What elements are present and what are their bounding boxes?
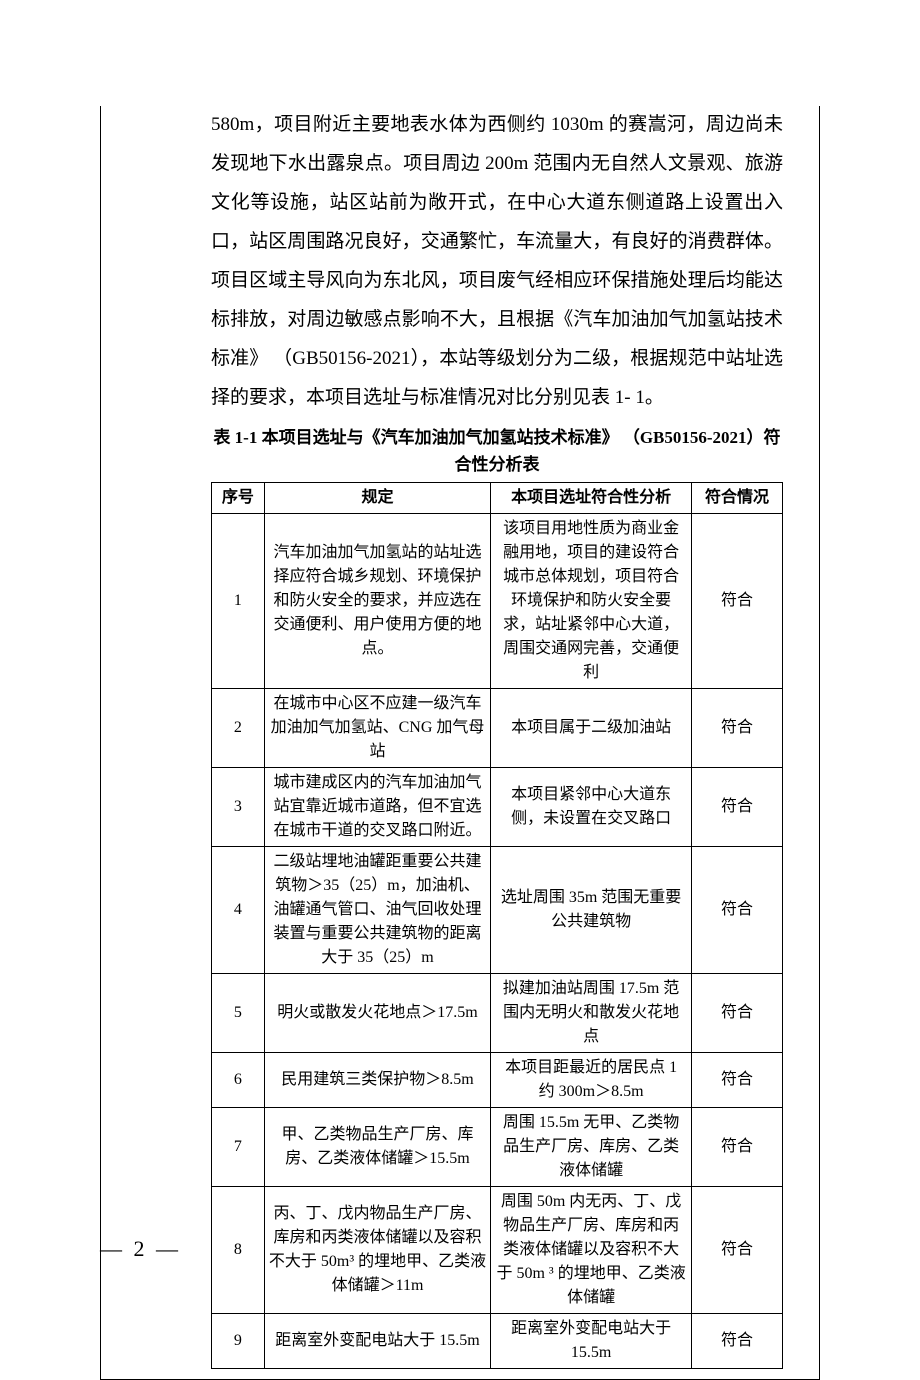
cell-analysis: 该项目用地性质为商业金融用地，项目的建设符合城市总体规划，项目符合环境保护和防火… [491,513,692,688]
table-row: 7 甲、乙类物品生产厂房、库房、乙类液体储罐＞15.5m 周围 15.5m 无甲… [212,1107,783,1186]
cell-analysis: 本项目距最近的居民点 1 约 300m＞8.5m [491,1052,692,1107]
cell-seq: 5 [212,973,265,1052]
body-paragraph: 580m，项目附近主要地表水体为西侧约 1030m 的赛嵩河，周边尚未发现地下水… [211,106,783,418]
cell-result: 符合 [692,846,783,973]
cell-seq: 6 [212,1052,265,1107]
table-row: 4 二级站埋地油罐距重要公共建筑物＞35（25）m，加油机、油罐通气管口、油气回… [212,846,783,973]
cell-analysis: 距离室外变配电站大于 15.5m [491,1313,692,1368]
compliance-table: 序号 规定 本项目选址符合性分析 符合情况 1 汽车加油加气加氢站的站址选择应符… [211,482,783,1369]
cell-seq: 9 [212,1313,265,1368]
header-rule: 规定 [264,482,490,513]
cell-result: 符合 [692,513,783,688]
cell-result: 符合 [692,973,783,1052]
table-row: 2 在城市中心区不应建一级汽车加油加气加氢站、CNG 加气母站 本项目属于二级加… [212,688,783,767]
cell-rule: 二级站埋地油罐距重要公共建筑物＞35（25）m，加油机、油罐通气管口、油气回收处… [264,846,490,973]
cell-rule: 民用建筑三类保护物＞8.5m [264,1052,490,1107]
cell-analysis: 周围 50m 内无丙、丁、戊物品生产厂房、库房和丙类液体储罐以及容积不大于 50… [491,1186,692,1313]
cell-rule: 距离室外变配电站大于 15.5m [264,1313,490,1368]
header-result: 符合情况 [692,482,783,513]
cell-result: 符合 [692,1186,783,1313]
content-cell: 580m，项目附近主要地表水体为西侧约 1030m 的赛嵩河，周边尚未发现地下水… [101,106,819,1379]
table-row: 3 城市建成区内的汽车加油加气站宜靠近城市道路，但不宜选在城市干道的交叉路口附近… [212,767,783,846]
header-seq: 序号 [212,482,265,513]
cell-analysis: 周围 15.5m 无甲、乙类物品生产厂房、库房、乙类液体储罐 [491,1107,692,1186]
cell-seq: 7 [212,1107,265,1186]
cell-rule: 甲、乙类物品生产厂房、库房、乙类液体储罐＞15.5m [264,1107,490,1186]
cell-rule: 城市建成区内的汽车加油加气站宜靠近城市道路，但不宜选在城市干道的交叉路口附近。 [264,767,490,846]
table-row: 1 汽车加油加气加氢站的站址选择应符合城乡规划、环境保护和防火安全的要求，并应选… [212,513,783,688]
cell-result: 符合 [692,1107,783,1186]
page-number: — 2 — [100,1236,181,1262]
table-row: 9 距离室外变配电站大于 15.5m 距离室外变配电站大于 15.5m 符合 [212,1313,783,1368]
cell-analysis: 本项目属于二级加油站 [491,688,692,767]
table-row: 5 明火或散发火花地点＞17.5m 拟建加油站周围 17.5m 范围内无明火和散… [212,973,783,1052]
cell-result: 符合 [692,688,783,767]
cell-rule: 丙、丁、戊内物品生产厂房、库房和丙类液体储罐以及容积不大于 50m³ 的埋地甲、… [264,1186,490,1313]
cell-result: 符合 [692,1313,783,1368]
table-header-row: 序号 规定 本项目选址符合性分析 符合情况 [212,482,783,513]
cell-seq: 4 [212,846,265,973]
cell-analysis: 本项目紧邻中心大道东侧，未设置在交叉路口 [491,767,692,846]
cell-analysis: 拟建加油站周围 17.5m 范围内无明火和散发火花地点 [491,973,692,1052]
cell-seq: 1 [212,513,265,688]
cell-rule: 汽车加油加气加氢站的站址选择应符合城乡规划、环境保护和防火安全的要求，并应选在交… [264,513,490,688]
cell-rule: 明火或散发火花地点＞17.5m [264,973,490,1052]
cell-seq: 8 [212,1186,265,1313]
table-row: 6 民用建筑三类保护物＞8.5m 本项目距最近的居民点 1 约 300m＞8.5… [212,1052,783,1107]
cell-seq: 2 [212,688,265,767]
cell-result: 符合 [692,767,783,846]
cell-result: 符合 [692,1052,783,1107]
table-title: 表 1-1 本项目选址与《汽车加油加气加氢站技术标准》 （GB50156-202… [211,424,783,478]
table-row: 8 丙、丁、戊内物品生产厂房、库房和丙类液体储罐以及容积不大于 50m³ 的埋地… [212,1186,783,1313]
cell-analysis: 选址周围 35m 范围无重要公共建筑物 [491,846,692,973]
cell-rule: 在城市中心区不应建一级汽车加油加气加氢站、CNG 加气母站 [264,688,490,767]
header-analysis: 本项目选址符合性分析 [491,482,692,513]
page-frame: 580m，项目附近主要地表水体为西侧约 1030m 的赛嵩河，周边尚未发现地下水… [100,106,820,1380]
cell-seq: 3 [212,767,265,846]
